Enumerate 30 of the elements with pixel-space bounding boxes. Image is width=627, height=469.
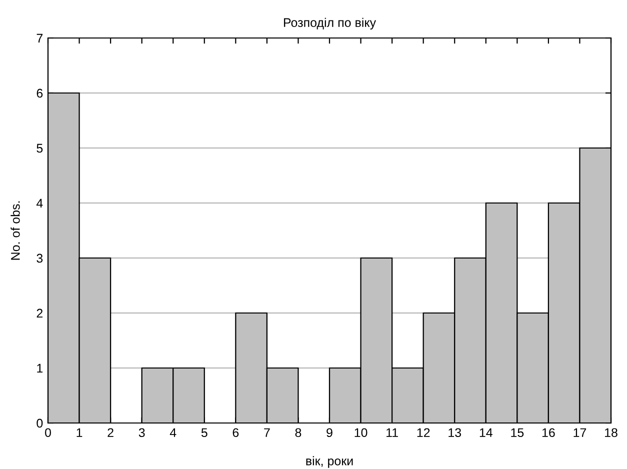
x-tick-label: 9 bbox=[326, 428, 332, 438]
y-axis-title: No. of obs. bbox=[10, 201, 20, 260]
x-tick-label: 4 bbox=[170, 428, 176, 437]
x-tick-label: 12 bbox=[417, 428, 430, 437]
x-tick-label: 5 bbox=[201, 428, 208, 438]
y-tick-label: 6 bbox=[36, 88, 43, 98]
x-tick-label: 8 bbox=[295, 428, 302, 438]
x-tick-label: 1 bbox=[76, 428, 82, 437]
x-tick-label: 14 bbox=[480, 428, 492, 437]
x-tick-label: 7 bbox=[264, 428, 270, 437]
y-tick-label: 2 bbox=[36, 308, 43, 318]
y-tick-label: 7 bbox=[36, 34, 43, 43]
x-tick-label: 10 bbox=[354, 428, 368, 438]
x-tick-label: 2 bbox=[108, 428, 114, 437]
x-tick-label: 0 bbox=[45, 428, 51, 438]
x-tick-label: 18 bbox=[605, 428, 618, 438]
x-tick-label: 15 bbox=[511, 428, 524, 438]
x-tick-label: 13 bbox=[448, 428, 462, 438]
x-axis-title: вік, роки bbox=[306, 456, 353, 468]
y-tick-label: 3 bbox=[36, 254, 43, 263]
y-tick-label: 5 bbox=[36, 144, 43, 153]
chart-title: Розподіл по віку bbox=[284, 18, 376, 30]
x-tick-label: 3 bbox=[138, 428, 145, 438]
x-tick-label: 17 bbox=[574, 428, 586, 437]
x-tick-label: 11 bbox=[386, 428, 398, 437]
x-tick-label: 6 bbox=[232, 428, 239, 438]
y-tick-label: 0 bbox=[36, 418, 43, 428]
x-tick-label: 16 bbox=[542, 428, 555, 438]
y-tick-label: 4 bbox=[36, 198, 43, 208]
y-tick-label: 1 bbox=[37, 364, 43, 373]
